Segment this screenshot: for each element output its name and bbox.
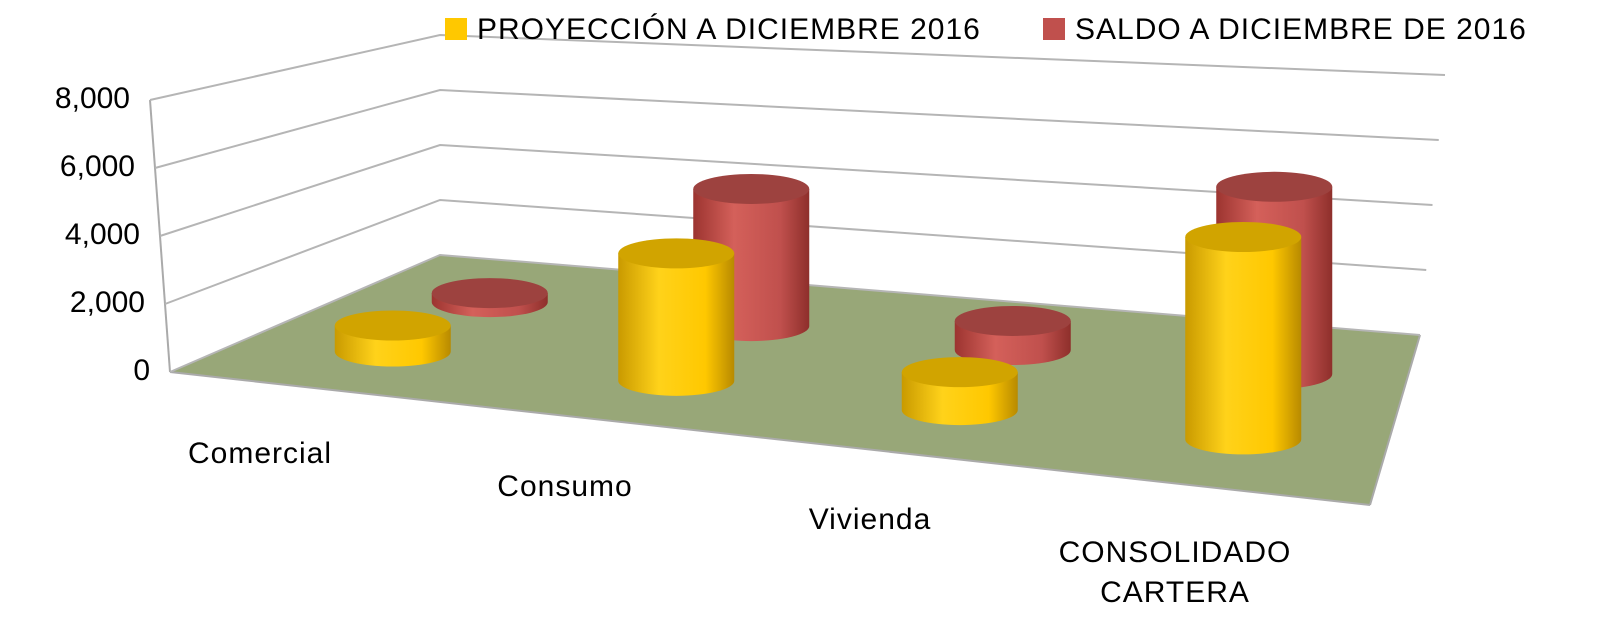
grid-line bbox=[169, 253, 1421, 373]
y-tick-label: 0 bbox=[133, 354, 150, 387]
grid-line bbox=[149, 33, 1446, 101]
x-tick-label: Vivienda bbox=[808, 503, 932, 537]
cylinder-top bbox=[1216, 171, 1333, 202]
cylinder-top bbox=[618, 238, 735, 269]
grid bbox=[149, 33, 1446, 373]
cylinder bbox=[431, 278, 548, 318]
floor bbox=[170, 255, 1420, 505]
y-tick-label: 8,000 bbox=[55, 82, 130, 115]
grid-line bbox=[164, 198, 1427, 305]
cylinder-top bbox=[901, 357, 1018, 388]
x-tick-label: Consumo bbox=[497, 469, 633, 503]
legend-label: PROYECCIÓN A DICIEMBRE 2016 bbox=[477, 13, 981, 46]
cylinder bbox=[1185, 221, 1302, 455]
axis-line bbox=[1369, 334, 1421, 506]
cylinder-body bbox=[618, 253, 735, 396]
cylinder-body bbox=[901, 372, 1018, 426]
cylinder bbox=[954, 305, 1071, 366]
cylinder bbox=[901, 357, 1018, 426]
cylinder-top bbox=[334, 310, 451, 341]
cylinder-top bbox=[431, 278, 548, 309]
cylinder bbox=[334, 310, 451, 367]
legend-swatch bbox=[445, 18, 467, 40]
cylinder bbox=[618, 238, 735, 396]
axis-line bbox=[169, 371, 1371, 506]
x-tick-label: CONSOLIDADO CARTERA bbox=[1058, 536, 1292, 610]
y-tick-label: 6,000 bbox=[60, 150, 135, 183]
legend-label: SALDO A DICIEMBRE DE 2016 bbox=[1075, 13, 1527, 46]
y-tick-label: 4,000 bbox=[65, 218, 140, 251]
grid-line bbox=[154, 88, 1439, 169]
cylinder-top bbox=[954, 305, 1071, 336]
legend-swatch bbox=[1043, 18, 1065, 40]
grid-line bbox=[159, 143, 1433, 237]
cylinder-body bbox=[1185, 236, 1302, 455]
y-tick-label: 2,000 bbox=[70, 286, 145, 319]
cylinder-top bbox=[693, 173, 810, 204]
x-tick-label: Comercial bbox=[187, 436, 333, 470]
cylinder-top bbox=[1185, 221, 1302, 252]
